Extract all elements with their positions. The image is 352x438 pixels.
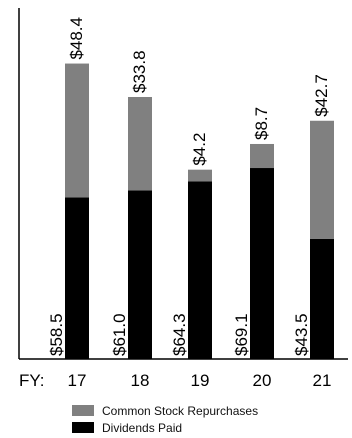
x-tick-label-17: 17 bbox=[68, 371, 87, 390]
label-dividends-21: $43.5 bbox=[292, 313, 311, 356]
legend-swatch-repurchases bbox=[72, 405, 94, 416]
bar-repurchases-21 bbox=[310, 120, 334, 239]
x-tick-label-20: 20 bbox=[253, 371, 272, 390]
label-repurchases-17: $48.4 bbox=[67, 17, 86, 60]
bar-dividends-18 bbox=[128, 190, 152, 359]
label-repurchases-19: $4.2 bbox=[190, 133, 209, 166]
label-dividends-17: $58.5 bbox=[47, 313, 66, 356]
bar-repurchases-18 bbox=[128, 96, 152, 191]
legend-item-dividends: Dividends Paid bbox=[72, 419, 258, 436]
bars-group: $58.5 $48.4 17 $61.0 $33.8 18 $64.3 $4.2 19 $69.1… bbox=[47, 17, 334, 390]
x-axis-prefix: FY: bbox=[19, 371, 45, 390]
x-tick-label-21: 21 bbox=[313, 371, 332, 390]
bar-dividends-20 bbox=[250, 168, 274, 359]
label-dividends-19: $64.3 bbox=[170, 313, 189, 356]
bar-dividends-19 bbox=[188, 181, 212, 359]
legend: Common Stock Repurchases Dividends Paid bbox=[72, 402, 258, 436]
label-dividends-20: $69.1 bbox=[232, 313, 251, 356]
label-repurchases-20: $8.7 bbox=[252, 107, 271, 140]
bar-repurchases-20 bbox=[250, 143, 274, 169]
stacked-bar-chart: FY: $58.5$48.417$61.0$33.818$64.3$4.219$… bbox=[18, 8, 348, 390]
x-tick-label-18: 18 bbox=[131, 371, 150, 390]
legend-swatch-dividends bbox=[72, 422, 94, 433]
legend-label-dividends: Dividends Paid bbox=[102, 420, 183, 435]
label-repurchases-21: $42.7 bbox=[312, 74, 331, 117]
bar-repurchases-17 bbox=[65, 63, 89, 198]
legend-item-repurchases: Common Stock Repurchases bbox=[72, 402, 258, 419]
label-repurchases-18: $33.8 bbox=[130, 50, 149, 93]
bar-repurchases-19 bbox=[188, 169, 212, 182]
x-tick-label-19: 19 bbox=[191, 371, 210, 390]
bar-dividends-17 bbox=[65, 197, 89, 359]
label-dividends-18: $61.0 bbox=[110, 313, 129, 356]
legend-label-repurchases: Common Stock Repurchases bbox=[102, 403, 259, 418]
bar-dividends-21 bbox=[310, 238, 334, 359]
